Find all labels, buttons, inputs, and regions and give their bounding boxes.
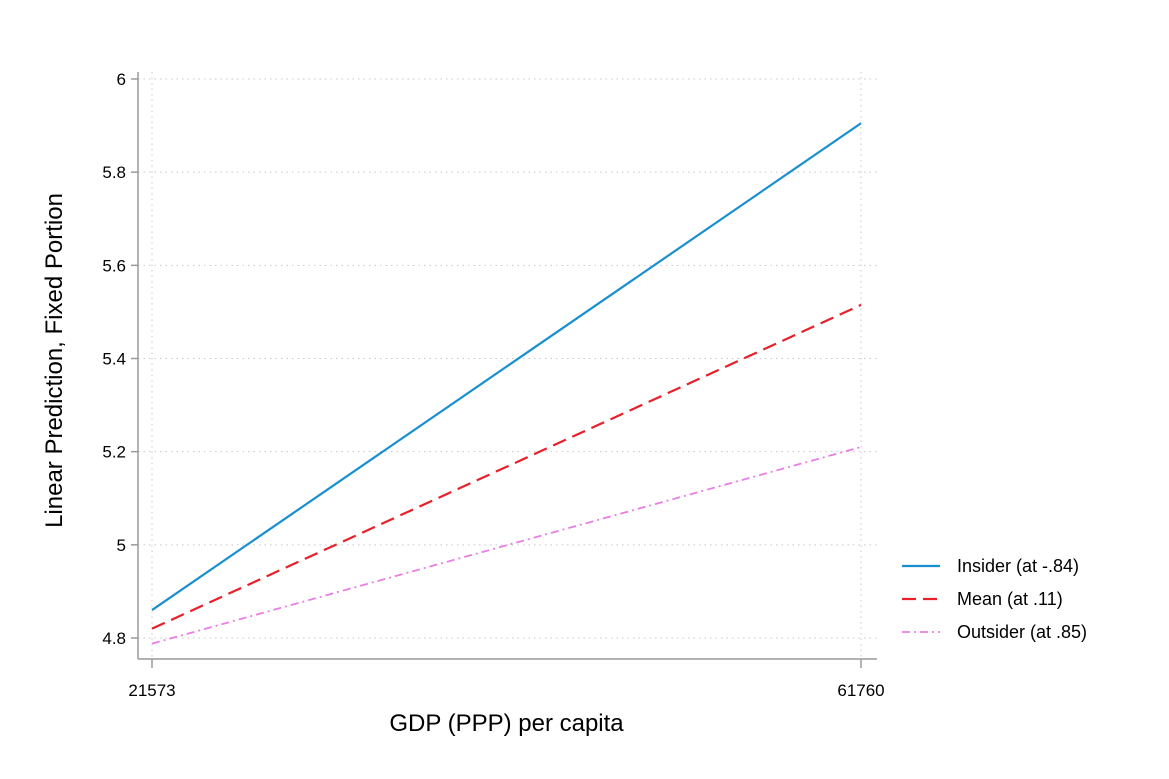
gridlines [138,72,877,659]
legend-label-0: Insider (at -.84) [957,556,1079,576]
legend: Insider (at -.84) Mean (at .11) Outsider (… [902,556,1087,642]
y-tick-label: 4.8 [102,629,126,648]
y-tick-label: 5.8 [102,163,126,182]
series-line-2 [151,446,862,645]
y-tick-label: 5.4 [102,350,126,369]
series-lines [151,122,862,645]
axes: 4.8 5 5.2 5.4 5.6 5.8 6 21573 61760 [102,70,884,700]
series-line-1 [151,303,862,630]
x-tick-label: 61760 [837,681,884,700]
series-line-0 [151,122,862,611]
y-tick-label: 5.6 [102,256,126,275]
legend-label-1: Mean (at .11) [957,589,1063,609]
y-tick-label: 5.2 [102,443,126,462]
x-tick-label: 21573 [128,681,175,700]
x-axis-title: GDP (PPP) per capita [389,710,624,737]
legend-label-2: Outsider (at .85) [957,622,1087,642]
y-axis-title: Linear Prediction, Fixed Portion [41,193,68,528]
y-tick-label: 6 [117,70,126,89]
y-tick-label: 5 [117,536,126,555]
